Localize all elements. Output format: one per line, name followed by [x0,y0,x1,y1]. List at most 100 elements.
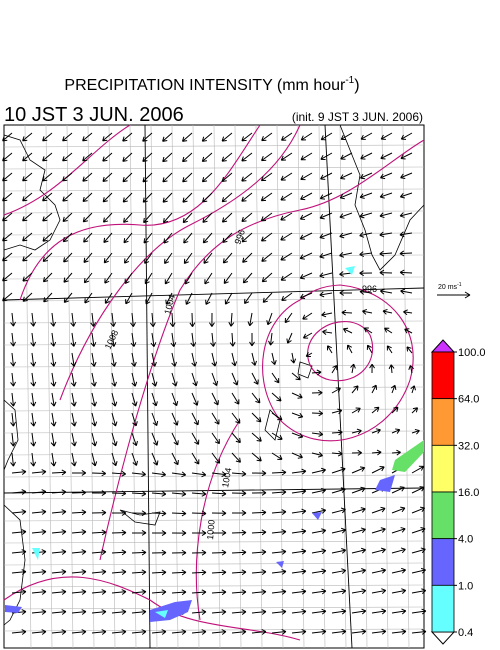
grid-line [3,232,425,236]
colorbar-label: 32.0 [458,440,479,452]
wind-vector [291,432,304,439]
wind-vector [371,567,387,574]
wind-vector [341,309,353,316]
wind-vector [131,392,138,407]
wind-vector [399,192,413,199]
wind-vector [91,490,107,496]
wind-vector [299,232,313,240]
wind-vector [231,529,247,536]
wind-vector [10,392,16,407]
wind-vector [122,192,133,203]
wind-vector [371,547,386,554]
wind-vector [231,609,247,615]
wind-vector [379,288,393,295]
wind-vector [71,569,87,575]
wind-vector [131,432,138,447]
wind-vector [251,392,261,404]
wind-vector [351,547,366,554]
wind-vector [211,432,220,445]
wind-vector [339,192,353,200]
wind-vector [190,332,197,347]
wind-vector [124,272,133,284]
wind-vector [211,510,227,517]
wind-vector [162,172,173,183]
wind-vector [340,152,353,160]
grid-line [24,124,32,649]
wind-vector [30,412,37,427]
isobar-label: 996 [362,284,377,294]
wind-vector [171,352,177,367]
wind-vector [400,152,413,160]
wind-vector [371,465,385,474]
wind-vector [171,510,187,517]
wind-vector [371,628,387,635]
wind-vector [70,332,77,347]
wind-vector [2,232,13,242]
wind-vector [162,132,173,142]
wind-vector [51,629,67,635]
precip-area [155,610,168,618]
wind-vector [271,372,280,384]
wind-vector [131,471,147,477]
precip-area [5,605,22,613]
wind-vector [171,452,179,466]
wind-vector [221,132,233,142]
wind-vector [2,272,13,282]
wind-vector [280,172,293,181]
wind-vector [171,372,178,387]
wind-vector [22,192,33,202]
wind-vector [331,568,347,574]
wind-vector [380,132,393,140]
wind-vector [103,252,113,264]
wind-vector [50,312,57,327]
wind-vector [261,272,273,283]
wind-vector [210,332,216,347]
wind-vector [211,372,219,386]
wind-vector [191,589,207,596]
wind-vector [241,232,253,243]
wind-vector [10,312,16,327]
wind-vector [31,629,47,635]
wind-vector [123,212,133,223]
wind-vector [268,332,274,346]
wind-vector [22,152,33,162]
wind-vector [400,288,413,295]
wind-vector [281,132,293,141]
wind-vector [191,530,207,536]
wind-vector [271,489,287,496]
wind-vector [251,569,267,575]
wind-vector [399,212,413,218]
wind-vector [182,212,193,224]
wind-vector [362,308,373,315]
wind-vector [319,192,333,200]
grid-line [3,628,425,632]
wind-vector [319,272,333,279]
wind-vector [51,589,67,595]
wind-vector [231,629,247,635]
wind-vector [162,192,173,203]
wind-vector [22,212,33,222]
wind-vector [280,272,293,281]
wind-vector [83,232,93,243]
wind-vector [142,132,153,142]
wind-vector [411,588,427,595]
wind-vector [211,352,218,367]
wind-vector [371,527,386,534]
wind-vector [351,568,367,574]
wind-vector [351,588,367,595]
wind-vector [131,352,137,367]
wind-vector [300,172,313,181]
wind-vector [182,172,193,183]
wind-vector [350,363,356,374]
wind-vector [111,609,127,615]
wind-vector [260,192,273,202]
wind-vector [299,212,313,220]
wind-vector [2,132,13,142]
wind-scale-arrowhead [464,291,471,299]
wind-vector [311,369,322,376]
wind-vector [91,372,97,387]
wind-vector [204,272,213,285]
wind-vector [380,152,393,160]
wind-vector [363,327,373,334]
wind-vector [111,629,127,635]
